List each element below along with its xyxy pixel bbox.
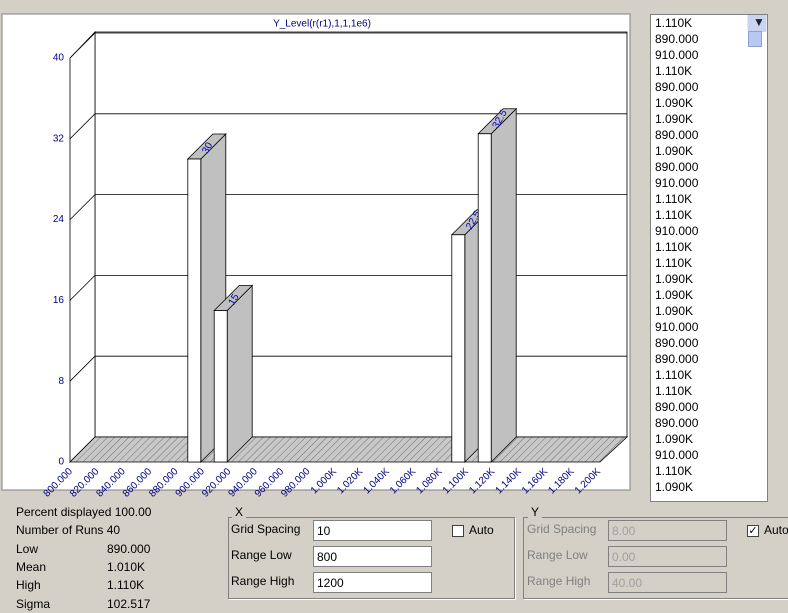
stat-row: Percent displayed 100.00: [16, 503, 151, 521]
stat-value: 1.010K: [107, 559, 146, 574]
scrollbar[interactable]: ▲ ▼: [747, 15, 767, 47]
bar: [213, 310, 228, 463]
stat-value: 40: [106, 523, 121, 538]
list-item[interactable]: 1.110K: [655, 64, 693, 78]
stat-label: High: [16, 578, 41, 593]
x-group-title: X: [232, 505, 247, 519]
list-item[interactable]: 1.110K: [655, 240, 693, 254]
y-tick-label: 16: [53, 295, 65, 306]
label: Range High: [231, 574, 295, 588]
list-item[interactable]: 1.110K: [655, 16, 693, 30]
x-group: [228, 517, 515, 599]
list-item[interactable]: 890.000: [655, 80, 699, 94]
bar-side: [490, 107, 517, 463]
text-input[interactable]: 10: [313, 520, 432, 541]
label: Range Low: [231, 548, 292, 562]
list-item[interactable]: 890.000: [655, 400, 699, 414]
stat-label: Number of Runs: [16, 523, 104, 538]
y-tick-label: 32: [53, 133, 65, 144]
stat-value: 102.517: [107, 596, 151, 611]
list-item[interactable]: 1.110K: [655, 256, 693, 270]
back-wall: [94, 31, 628, 438]
bar-value-label: 15: [227, 292, 242, 308]
value-list[interactable]: 1.110K 890.000 910.000 1.110K 890.000 1.090K 1…: [650, 14, 768, 502]
list-item[interactable]: 910.000: [655, 320, 699, 334]
y-tick-label: 8: [58, 376, 64, 387]
stat-label: Low: [16, 541, 39, 556]
text-input: 0.00: [608, 546, 727, 567]
label: Grid Spacing: [527, 522, 597, 536]
y-group-title: Y: [528, 505, 543, 519]
text-input: 8.00: [608, 520, 727, 541]
list-item[interactable]: 890.000: [655, 160, 699, 174]
bar: [477, 133, 492, 463]
y-tick-label: 24: [53, 214, 65, 225]
grid-line: [69, 275, 627, 301]
list-item[interactable]: 1.090K: [655, 432, 694, 446]
stat-value: 890.000: [107, 541, 151, 556]
label: Grid Spacing: [231, 522, 301, 536]
list-item[interactable]: 1.110K: [655, 368, 693, 382]
checkbox[interactable]: ✓: [747, 525, 759, 537]
list-item[interactable]: 1.090K: [655, 480, 694, 494]
list-item[interactable]: 910.000: [655, 176, 699, 190]
grid-line: [69, 113, 627, 140]
stat-label: Percent displayed: [16, 505, 112, 519]
list-item[interactable]: 1.090K: [655, 272, 694, 286]
stat-value: 100.00: [114, 505, 152, 519]
checkbox[interactable]: [452, 525, 464, 537]
list-item[interactable]: 910.000: [655, 48, 699, 62]
label: Range High: [527, 574, 591, 588]
list-item[interactable]: 1.090K: [655, 144, 694, 158]
y-tick-label: 40: [53, 53, 65, 64]
y-tick-label: 0: [58, 457, 64, 468]
grid-line: [69, 194, 627, 220]
stat-label: Mean: [16, 559, 47, 574]
stat-value: 1.110K: [107, 578, 145, 593]
list-item[interactable]: 1.110K: [655, 192, 693, 206]
list-item[interactable]: 890.000: [655, 128, 699, 142]
list-item[interactable]: 890.000: [655, 352, 699, 366]
list-item[interactable]: 890.000: [655, 336, 699, 350]
list-item[interactable]: 910.000: [655, 224, 699, 238]
text-input[interactable]: 800: [313, 546, 432, 567]
bar-value-label: 30: [200, 140, 215, 156]
label: Range Low: [527, 548, 588, 562]
scroll-down[interactable]: ▼: [748, 15, 766, 30]
list-item[interactable]: 910.000: [655, 448, 699, 462]
y-group: [523, 517, 788, 599]
grid-line: [69, 355, 627, 382]
list-item[interactable]: 1.090K: [655, 304, 694, 318]
label: Auto: [469, 523, 494, 537]
bar: [187, 158, 202, 463]
list-item[interactable]: 1.090K: [655, 288, 694, 302]
text-input[interactable]: 1200: [313, 572, 432, 593]
list-item[interactable]: 1.090K: [655, 96, 694, 110]
bar-side: [226, 284, 253, 463]
label: Auto: [764, 523, 788, 537]
grid-line: [69, 32, 627, 59]
scroll-thumb[interactable]: [748, 31, 762, 47]
list-item[interactable]: 1.110K: [655, 464, 693, 478]
side-wall: [69, 31, 96, 463]
chart: Y_Level(r(r1),1,1,1e6) 0816243240800.000…: [1, 13, 631, 500]
list-item[interactable]: 1.110K: [655, 208, 693, 222]
text-input: 40.00: [608, 572, 727, 593]
floor: [69, 436, 629, 463]
stat-row: Number of Runs 40: [16, 521, 120, 539]
list-item[interactable]: 890.000: [655, 32, 699, 46]
list-item[interactable]: 1.110K: [655, 384, 693, 398]
chart-title: Y_Level(r(r1),1,1,1e6): [273, 19, 371, 30]
list-item[interactable]: 890.000: [655, 416, 699, 430]
bar: [451, 234, 466, 463]
stat-label: Sigma: [16, 596, 51, 611]
list-item[interactable]: 1.090K: [655, 112, 694, 126]
